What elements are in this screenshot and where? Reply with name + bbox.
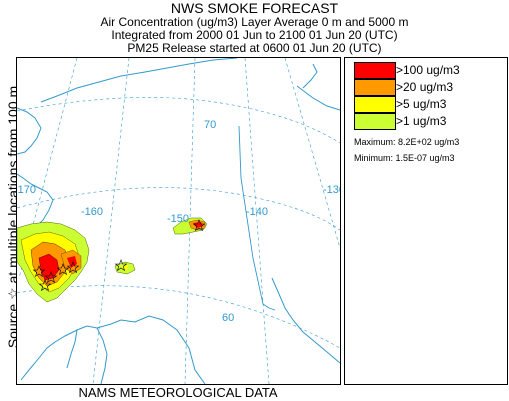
- subtitle-concentration: Air Concentration (ug/m3) Layer Average …: [100, 15, 409, 29]
- latitude-line-60: [17, 285, 340, 349]
- meridian-line-140: [244, 58, 270, 384]
- cook-inlet-coast: [96, 327, 108, 384]
- legend-swatch-5: [354, 96, 396, 113]
- international-border: [238, 125, 276, 311]
- legend-row-20: >20 ug/m3: [354, 79, 504, 96]
- legend-label-100: >100 ug/m3: [396, 63, 460, 77]
- legend-row-100: >100 ug/m3: [354, 62, 504, 79]
- label-lat-60: 60: [222, 312, 234, 324]
- source-star-icon: [32, 265, 46, 278]
- plume-100ug-area: [38, 253, 60, 281]
- source-star-icon: [38, 279, 52, 292]
- legend-swatch-1: [354, 113, 396, 130]
- label-lon-160: -160: [81, 206, 103, 218]
- border-line: [238, 125, 276, 311]
- island-coast: [302, 63, 318, 89]
- label-lat-70: 70: [204, 119, 216, 131]
- map-panel: -170 -160 -150 -140 -130 70 60: [16, 57, 341, 385]
- southeast-coast: [271, 277, 340, 364]
- map-canvas: -170 -160 -150 -140 -130 70 60: [17, 58, 340, 384]
- label-lon-170: -170: [17, 184, 36, 196]
- legend-label-1: >1 ug/m3: [396, 114, 447, 128]
- data-source-label: NAMS METEOROLOGICAL DATA: [78, 385, 278, 400]
- legend-row-5: >5 ug/m3: [354, 96, 504, 113]
- source-star-icon: [192, 219, 206, 232]
- meridian-line-130: [284, 58, 340, 249]
- legend-label-5: >5 ug/m3: [396, 97, 447, 111]
- source-star-icon: [66, 261, 80, 274]
- latitude-line-65: [17, 187, 340, 231]
- label-lon-130: -130: [323, 184, 340, 196]
- legend-minimum: Minimum: 1.5E-07 ug/m3: [354, 153, 455, 163]
- meridian-line-170: [18, 58, 78, 279]
- source-star-icon: [114, 259, 128, 272]
- plume-100ug-patch: [67, 256, 77, 268]
- legend-label-20: >20 ug/m3: [396, 80, 454, 94]
- north-slope-coast: [40, 58, 238, 103]
- legend-maximum: Maximum: 8.2E+02 ug/m3: [354, 137, 460, 147]
- source-markers: [32, 219, 206, 292]
- source-star-icon: [56, 263, 70, 276]
- label-lon-140: -140: [246, 206, 268, 218]
- subtitle-integration: Integrated from 2000 01 Jun to 2100 01 J…: [111, 28, 398, 42]
- southern-coast: [20, 315, 206, 384]
- source-star-icon: [44, 271, 58, 284]
- legend-panel: >100 ug/m3 >20 ug/m3 >5 ug/m3 >1 ug/m3 M…: [344, 57, 508, 385]
- legend-row-1: >1 ug/m3: [354, 113, 504, 130]
- graticule-labels: -170 -160 -150 -140 -130 70 60: [17, 119, 340, 324]
- subtitle-release: PM25 Release started at 0600 01 Jun 20 (…: [127, 41, 382, 55]
- kenai-coast: [66, 329, 78, 369]
- meridian-line-160: [92, 58, 130, 384]
- northwest-coast: [17, 107, 42, 155]
- latitude-line-70: [17, 97, 340, 144]
- legend-swatch-100: [354, 62, 396, 79]
- coastlines: [17, 58, 340, 384]
- smoke-plume-southwest: [17, 221, 90, 303]
- label-lon-150: -150: [167, 213, 189, 225]
- graticule: [17, 58, 340, 384]
- arctic-islands-coast: [296, 85, 340, 111]
- map-title: NWS SMOKE FORECAST: [170, 0, 339, 16]
- legend-swatch-20: [354, 79, 396, 96]
